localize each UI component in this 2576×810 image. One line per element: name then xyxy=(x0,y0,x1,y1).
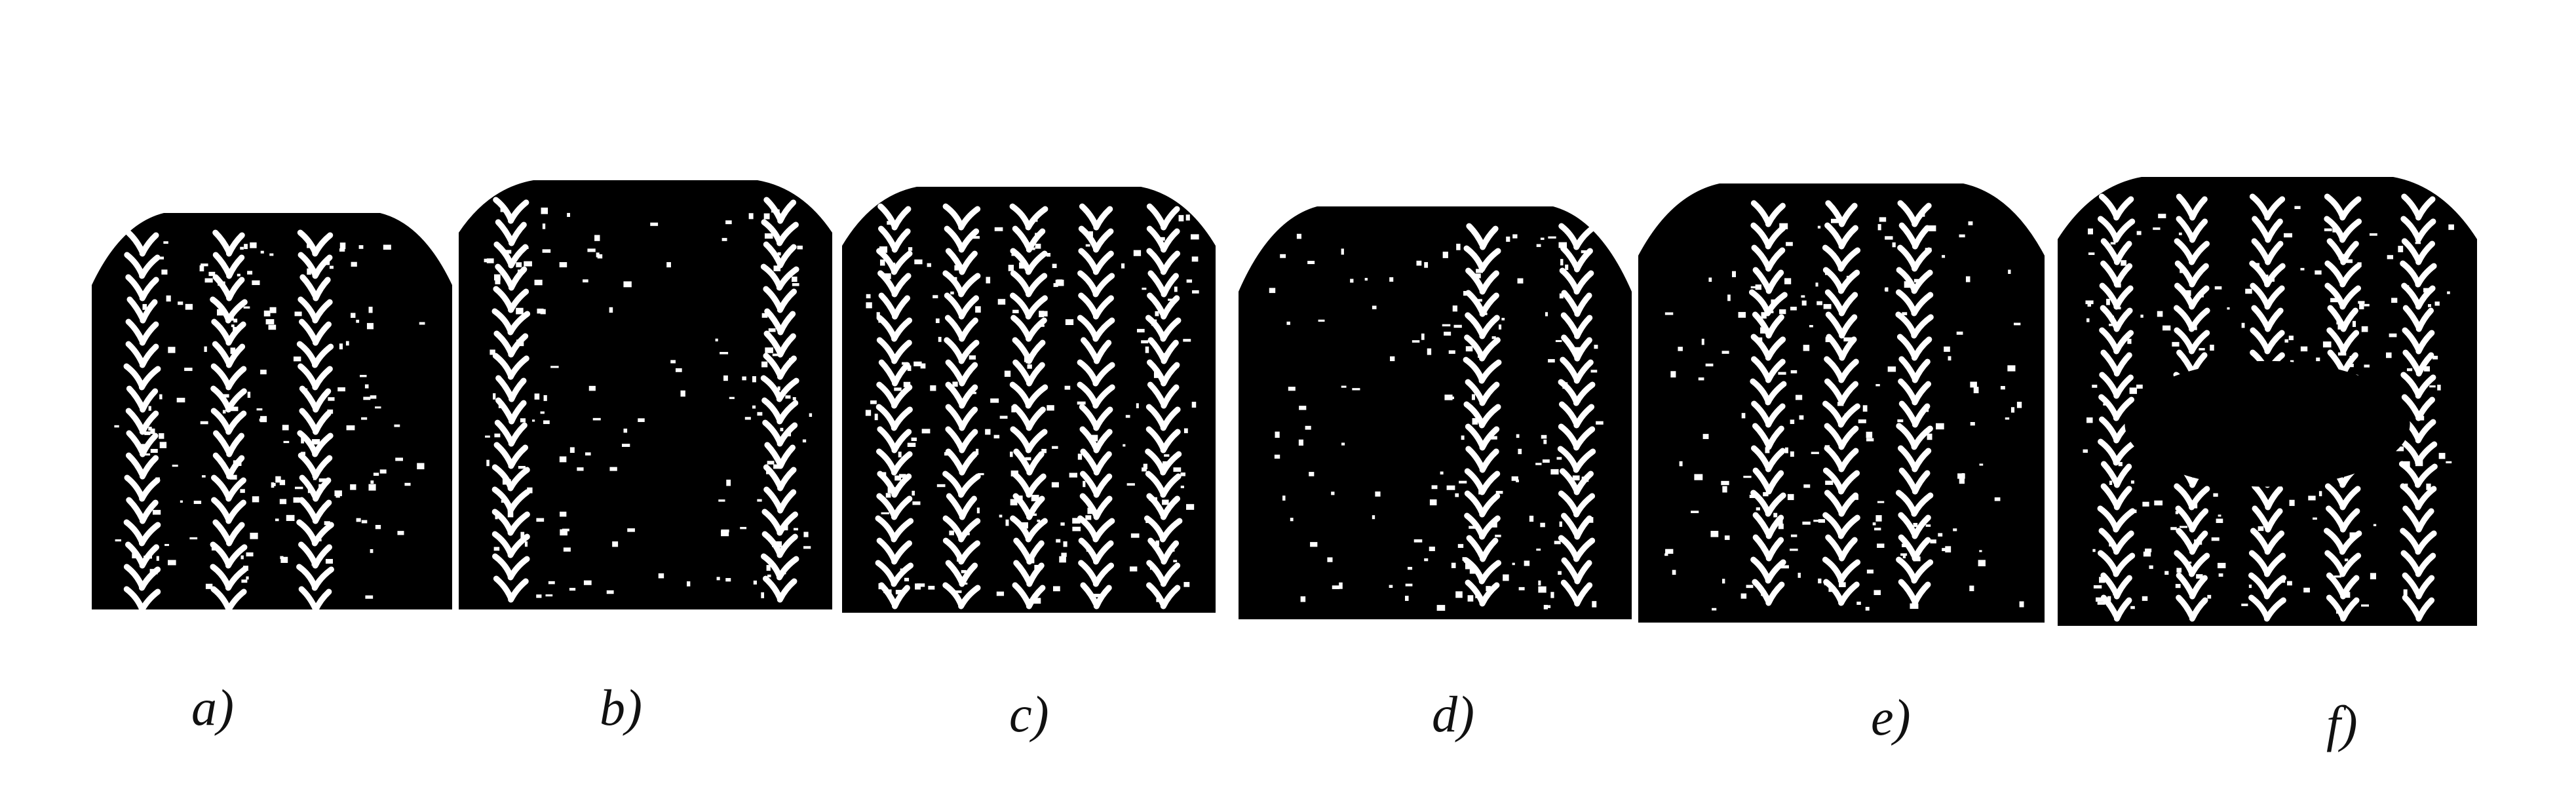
tire-panel-e xyxy=(1638,183,2045,623)
tread-rib xyxy=(1463,223,1502,607)
tread-rib xyxy=(942,203,981,609)
speckle-texture xyxy=(865,214,1199,604)
tire-panel-d xyxy=(1239,206,1632,619)
caption-a: a) xyxy=(191,679,234,736)
tire-silhouette xyxy=(92,213,452,609)
caption-b: b) xyxy=(600,679,642,736)
caption-f: f) xyxy=(2326,695,2358,752)
tread-rib xyxy=(1822,200,1861,606)
flat-spot xyxy=(2124,360,2410,487)
tread-rib xyxy=(123,229,161,613)
speckle-texture xyxy=(1664,211,2024,611)
tire-panel-b xyxy=(459,180,832,609)
tire-panel-a xyxy=(92,213,452,613)
speckle-texture xyxy=(1269,233,1604,611)
tread-rib xyxy=(491,197,531,603)
tire-panel-c xyxy=(842,187,1216,613)
tire-silhouette xyxy=(459,180,832,609)
tread-rib xyxy=(296,229,334,613)
caption-c: c) xyxy=(1009,685,1049,742)
tread-rib xyxy=(1144,203,1183,609)
caption-e: e) xyxy=(1871,689,1911,746)
speckle-texture xyxy=(114,241,425,599)
speckle-texture xyxy=(484,207,813,598)
tread-rib xyxy=(1557,223,1596,607)
tread-rib xyxy=(2398,193,2438,622)
caption-d: d) xyxy=(1432,685,1474,742)
tire-panel-f xyxy=(2058,177,2477,626)
tread-rib xyxy=(1895,200,1934,606)
tread-rib xyxy=(210,229,248,613)
